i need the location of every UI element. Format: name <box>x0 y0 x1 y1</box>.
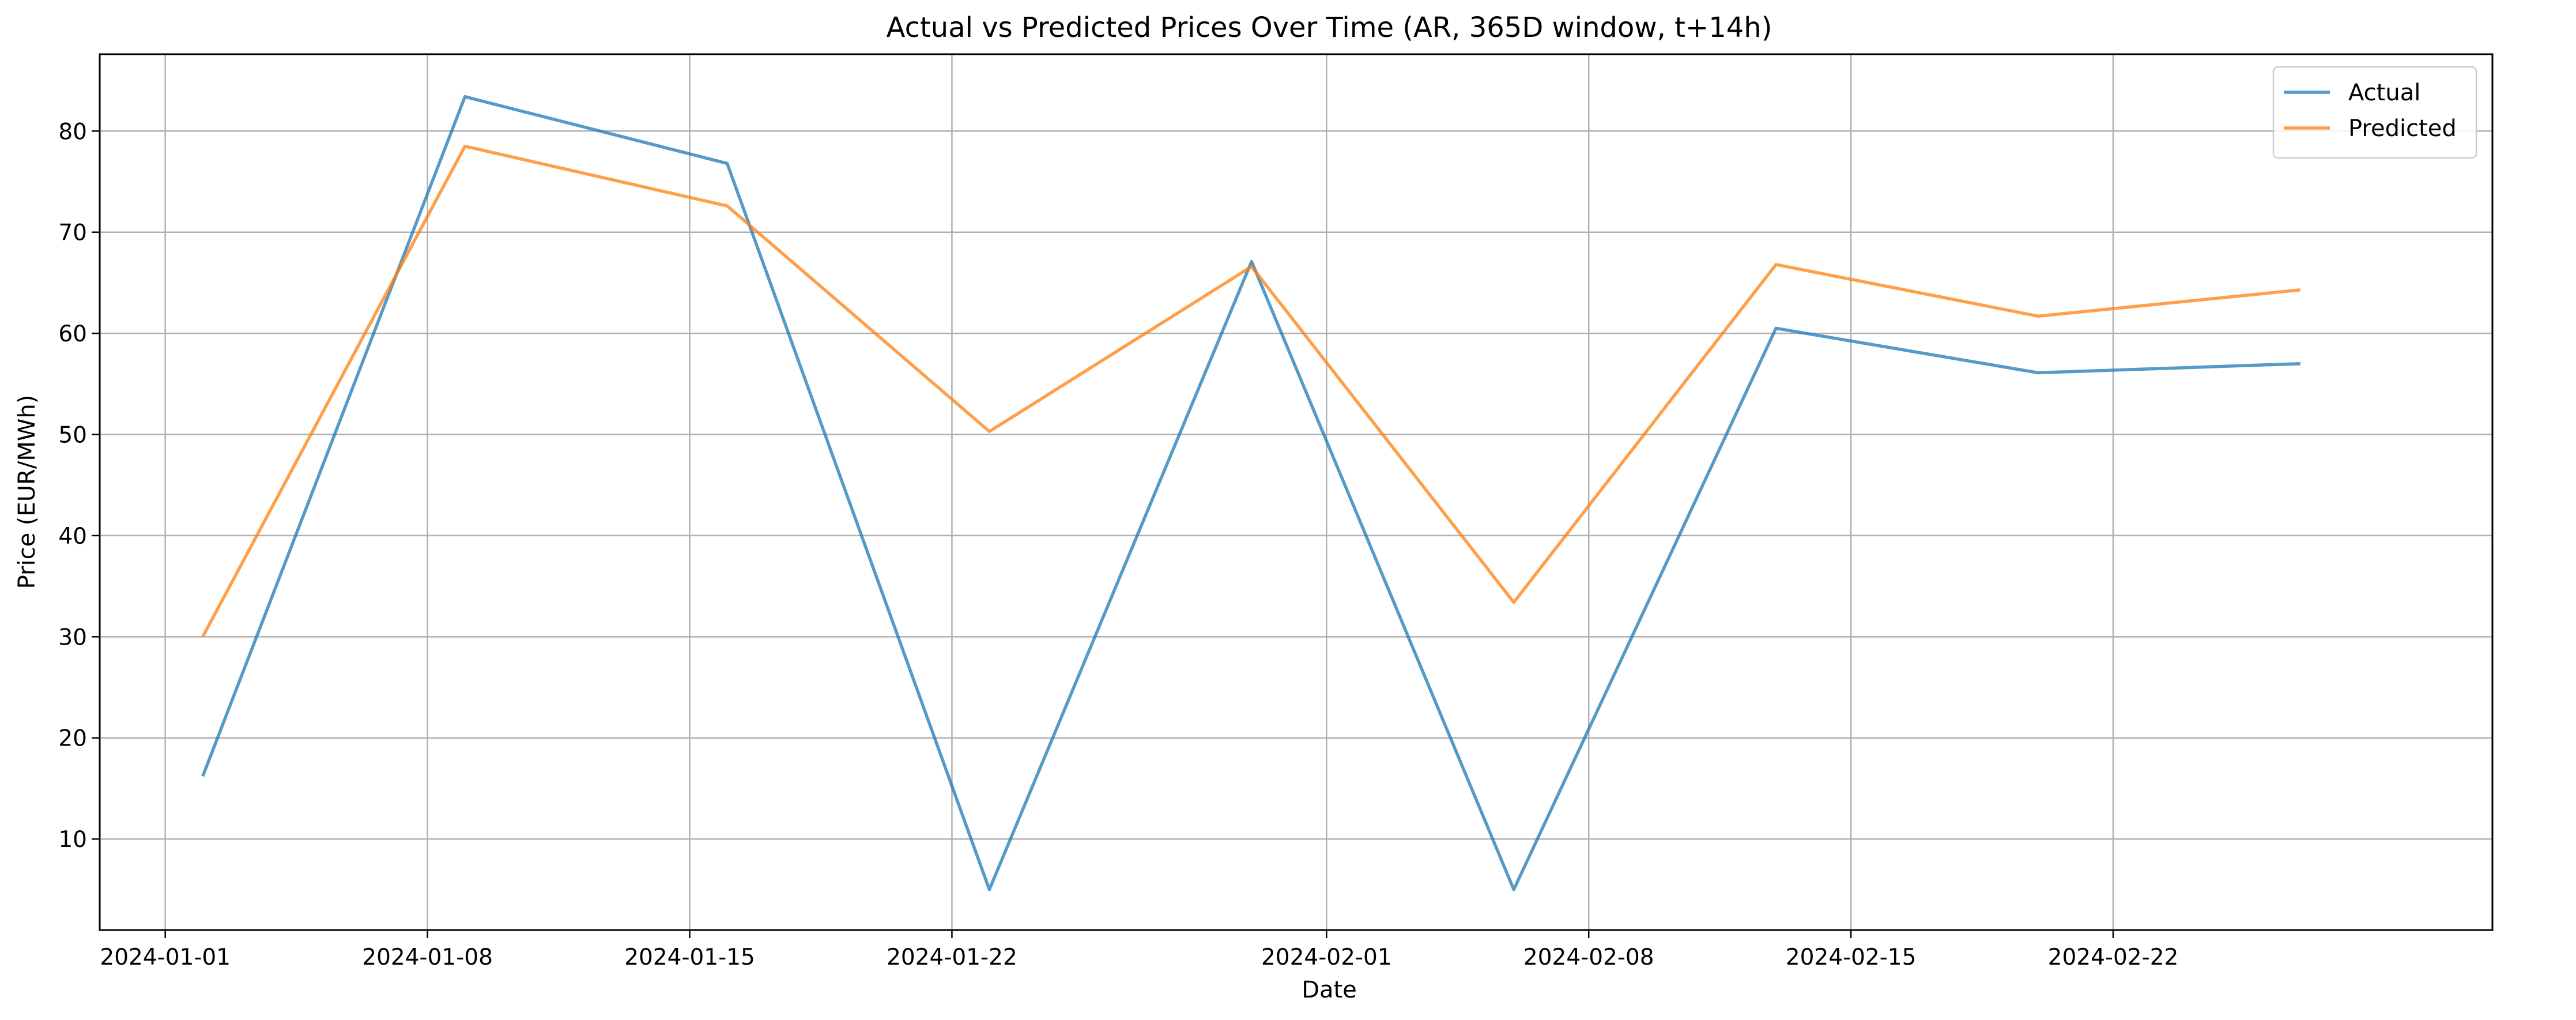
y-tick-label: 40 <box>58 524 87 549</box>
y-tick-label: 50 <box>58 423 87 449</box>
x-tick-label: 2024-02-08 <box>1523 944 1654 970</box>
axis-ticks: 2024-01-01 2024-01-08 2024-01-15 2024-01-22… <box>58 119 2178 970</box>
x-tick-label: 2024-01-22 <box>887 944 1017 970</box>
x-tick-label: 2024-01-01 <box>100 944 231 970</box>
legend-box <box>2272 66 2477 159</box>
x-axis-label: Date <box>1302 977 1357 1003</box>
y-tick-label: 80 <box>58 119 87 145</box>
y-tick-label: 70 <box>58 220 87 246</box>
y-tick-label: 10 <box>58 827 87 853</box>
legend-label-predicted: Predicted <box>2348 115 2457 142</box>
grid <box>100 54 2492 930</box>
plot-lines <box>201 95 2301 891</box>
x-tick-label: 2024-01-15 <box>624 944 755 970</box>
y-tick-label: 30 <box>58 624 87 650</box>
x-tick-label: 2024-02-01 <box>1261 944 1392 970</box>
plot-frame <box>99 53 2494 931</box>
series-line-predicted <box>201 144 2301 638</box>
x-tick-label: 2024-02-22 <box>2048 944 2179 970</box>
x-tick-label: 2024-02-15 <box>1786 944 1917 970</box>
series-line-actual <box>201 95 2300 891</box>
legend: Actual Predicted <box>2272 66 2477 159</box>
y-tick-label: 60 <box>58 321 87 347</box>
chart-title: Actual vs Predicted Prices Over Time (AR… <box>887 12 1772 44</box>
x-tick-label: 2024-01-08 <box>362 944 493 970</box>
y-axis-label: Price (EUR/MWh) <box>14 395 40 589</box>
y-tick-label: 20 <box>58 726 87 752</box>
legend-label-actual: Actual <box>2348 80 2420 106</box>
